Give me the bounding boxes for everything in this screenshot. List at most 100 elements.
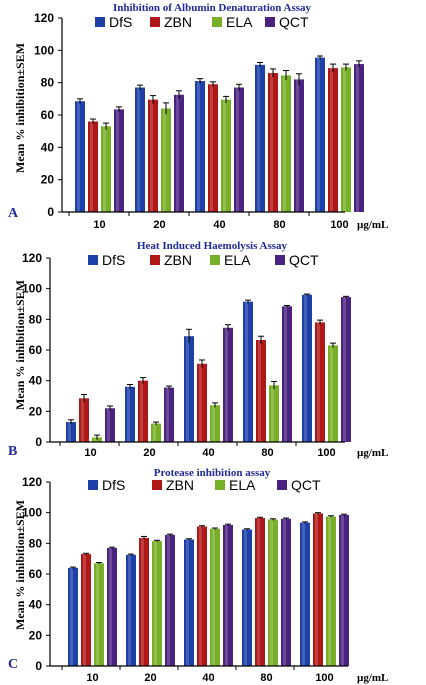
legend-label-qct: QCT xyxy=(279,14,309,30)
bar-qct xyxy=(282,306,292,442)
bar-highlight xyxy=(166,387,169,442)
bar-highlight xyxy=(302,522,305,666)
legend-swatch-dfs xyxy=(88,255,98,265)
bar-highlight xyxy=(141,537,144,666)
x-tick-label: 80 xyxy=(260,672,272,684)
bar-highlight xyxy=(137,87,140,212)
legend: DfS ZBN ELA QCT xyxy=(88,477,321,493)
bar-qct xyxy=(223,327,233,442)
bar-qct xyxy=(339,514,349,666)
bar-ela xyxy=(101,126,111,212)
bar-highlight xyxy=(128,554,131,666)
bar-highlight xyxy=(186,336,189,442)
bar-highlight xyxy=(167,534,170,666)
bar-zbn xyxy=(79,398,89,442)
axes xyxy=(58,17,345,216)
x-tick-label: 100 xyxy=(317,447,335,459)
bar-highlight xyxy=(68,422,71,442)
legend-label-ela: ELA xyxy=(229,477,256,493)
legend-swatch-dfs xyxy=(95,17,105,27)
bar-highlight xyxy=(283,518,286,666)
x-tick-labels: 10 20 40 80 100 xyxy=(93,219,348,231)
bar-dfs xyxy=(302,294,312,442)
bar-highlight xyxy=(283,75,286,213)
bar-dfs xyxy=(66,422,76,442)
chart-title: Protease inhibition assay xyxy=(154,467,271,479)
bar-zbn xyxy=(328,68,338,212)
y-tick-label: 120 xyxy=(34,11,54,25)
legend-label-ela: ELA xyxy=(224,252,251,268)
x-tick-label: 20 xyxy=(143,447,155,459)
bar-qct xyxy=(114,109,124,212)
bar-highlight xyxy=(356,64,359,212)
bar-highlight xyxy=(328,516,331,666)
bar-highlight xyxy=(315,513,318,666)
y-tick-label: 80 xyxy=(29,536,43,550)
bar-highlight xyxy=(245,301,248,442)
axes xyxy=(46,257,345,446)
legend-swatch-ela xyxy=(210,255,220,265)
legend-label-ela: ELA xyxy=(226,14,253,30)
bar-highlight xyxy=(116,109,119,212)
y-tick-label: 0 xyxy=(35,659,42,673)
x-tick-label: 100 xyxy=(330,219,348,231)
x-tick-label: 20 xyxy=(144,672,156,684)
x-tick-label: 20 xyxy=(153,219,165,231)
y-tick-label: 80 xyxy=(41,76,55,90)
bar-qct xyxy=(294,79,304,212)
legend-swatch-qct xyxy=(265,17,275,27)
bar-zbn xyxy=(88,121,98,212)
x-tick-label: 100 xyxy=(315,672,333,684)
bar-ela xyxy=(210,405,220,442)
bar-dfs xyxy=(195,81,205,212)
y-tick-labels: 0 20 40 60 80 100 120 xyxy=(22,251,42,449)
chart-title: Inhibition of Albumin Denaturation Assay xyxy=(113,2,312,14)
x-tick-labels: 10 20 40 80 100 xyxy=(84,447,335,459)
bar-qct xyxy=(234,87,244,212)
bar-highlight xyxy=(257,518,260,666)
bar-dfs xyxy=(135,87,145,212)
bar-highlight xyxy=(94,437,97,442)
y-tick-label: 20 xyxy=(29,628,43,642)
y-tick-label: 40 xyxy=(41,140,55,154)
bar-qct xyxy=(164,387,174,442)
panel-letter: C xyxy=(8,657,18,672)
bar-highlight xyxy=(223,99,226,212)
legend-swatch-zbn xyxy=(152,480,162,490)
y-tick-label: 120 xyxy=(22,251,42,265)
bar-highlight xyxy=(270,72,273,212)
legend-swatch-qct xyxy=(275,255,285,265)
bar-qct xyxy=(165,534,175,666)
bar-highlight xyxy=(258,340,261,442)
x-tick-label: 40 xyxy=(213,219,225,231)
bars xyxy=(75,55,364,213)
legend-label-dfs: DfS xyxy=(102,252,125,268)
legend-swatch-ela xyxy=(212,17,222,27)
bar-highlight xyxy=(284,306,287,442)
bar-highlight xyxy=(199,363,202,442)
y-tick-label: 60 xyxy=(29,567,43,581)
y-axis-label: Mean % inhibition±SEM xyxy=(13,43,27,173)
y-tick-label: 0 xyxy=(47,205,54,219)
y-tick-label: 60 xyxy=(41,108,55,122)
bar-highlight xyxy=(225,524,228,666)
bar-highlight xyxy=(107,408,110,442)
bar-highlight xyxy=(140,380,143,442)
bar-zbn xyxy=(268,72,278,212)
bar-dfs xyxy=(125,386,135,442)
y-axis-label: Mean % inhibition±SEM xyxy=(13,280,27,410)
bar-dfs xyxy=(243,301,253,442)
bar-highlight xyxy=(330,345,333,442)
bar-highlight xyxy=(296,79,299,212)
bar-highlight xyxy=(330,68,333,212)
bar-zbn xyxy=(208,84,218,212)
bar-zbn xyxy=(81,554,91,666)
legend-swatch-ela xyxy=(215,480,225,490)
bar-ela xyxy=(152,541,162,666)
legend: DfS ZBN ELA QCT xyxy=(88,252,319,268)
bar-zbn xyxy=(197,526,207,666)
y-tick-label: 0 xyxy=(35,435,42,449)
y-axis-label: Mean % inhibition±SEM xyxy=(13,500,27,630)
bar-highlight xyxy=(70,567,73,666)
legend-label-dfs: DfS xyxy=(102,477,125,493)
